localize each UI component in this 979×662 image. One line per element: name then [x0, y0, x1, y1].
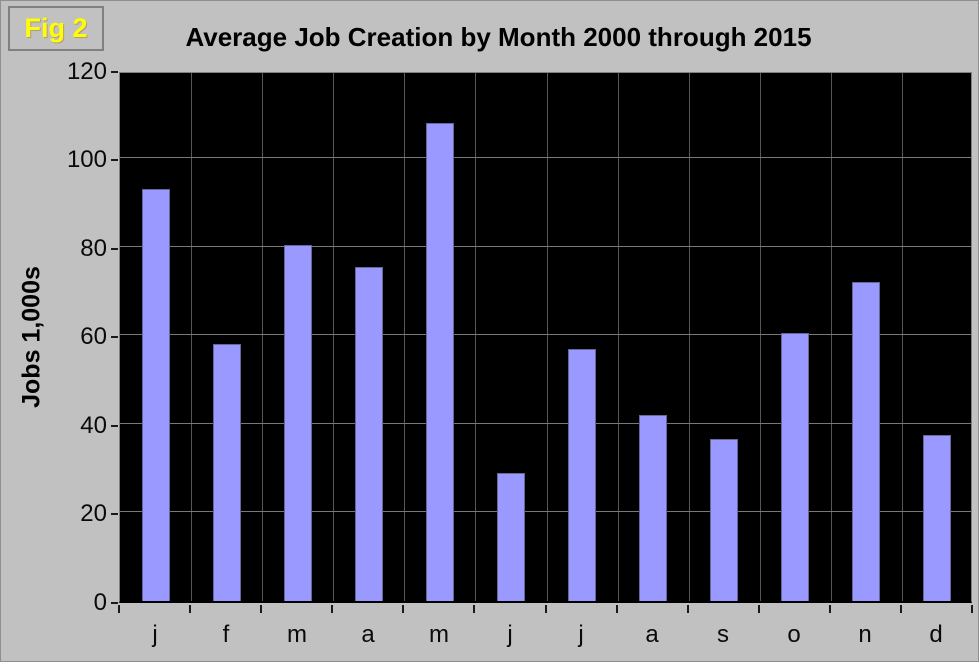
y-tick-mark — [111, 425, 118, 427]
x-tick-label: d — [929, 621, 943, 648]
bar-j-5 — [497, 473, 525, 601]
bar-m-4 — [426, 123, 454, 601]
vertical-gridline — [831, 73, 832, 601]
chart-title: Average Job Creation by Month 2000 throu… — [185, 22, 812, 52]
x-tick-mark — [616, 605, 618, 613]
x-tick-label: n — [858, 621, 872, 648]
figure-label: Fig 2 — [24, 13, 88, 43]
vertical-gridline — [618, 73, 619, 601]
horizontal-gridline — [120, 511, 971, 512]
x-tick-label: a — [645, 621, 659, 648]
x-tick-mark — [829, 605, 831, 613]
y-tick-label: 80 — [80, 235, 107, 262]
x-tick-mark — [118, 605, 120, 613]
vertical-gridline — [262, 73, 263, 601]
figure-badge: Fig 2 — [8, 6, 104, 51]
horizontal-gridline — [120, 423, 971, 424]
bar-o-9 — [781, 333, 809, 601]
y-tick-mark — [111, 71, 118, 73]
vertical-gridline — [191, 73, 192, 601]
vertical-gridline — [902, 73, 903, 601]
vertical-gridline — [547, 73, 548, 601]
x-tick-mark — [260, 605, 262, 613]
x-tick-label: j — [578, 621, 584, 648]
horizontal-gridline — [120, 246, 971, 247]
vertical-gridline — [475, 73, 476, 601]
bar-d-11 — [923, 435, 951, 601]
x-tick-mark — [189, 605, 191, 613]
x-tick-mark — [402, 605, 404, 613]
y-tick-label: 40 — [80, 412, 107, 439]
x-tick-mark — [758, 605, 760, 613]
y-tick-label: 20 — [80, 500, 107, 527]
horizontal-gridline — [120, 334, 971, 335]
bar-j-0 — [142, 189, 170, 601]
bar-n-10 — [852, 282, 880, 601]
x-tick-mark — [900, 605, 902, 613]
x-tick-label: s — [717, 621, 729, 648]
x-tick-label: m — [287, 621, 307, 648]
x-tick-label: a — [361, 621, 375, 648]
bar-a-7 — [639, 415, 667, 601]
x-tick-mark — [473, 605, 475, 613]
x-tick-mark — [331, 605, 333, 613]
bar-s-8 — [710, 439, 738, 601]
y-tick-label: 0 — [93, 589, 107, 616]
x-tick-mark — [545, 605, 547, 613]
bar-a-3 — [355, 267, 383, 601]
x-tick-label: j — [507, 621, 513, 648]
plot-area — [119, 72, 972, 603]
vertical-gridline — [760, 73, 761, 601]
y-tick-mark — [111, 602, 118, 604]
y-tick-mark — [111, 159, 118, 161]
x-tick-mark — [971, 605, 973, 613]
y-tick-mark — [111, 248, 118, 250]
x-tick-label: m — [429, 621, 449, 648]
y-tick-label: 100 — [66, 146, 107, 173]
horizontal-gridline — [120, 157, 971, 158]
bar-m-2 — [284, 245, 312, 601]
x-tick-label: f — [222, 621, 230, 648]
vertical-gridline — [333, 73, 334, 601]
x-tick-label: o — [787, 621, 801, 648]
x-tick-mark — [687, 605, 689, 613]
y-tick-label: 60 — [80, 323, 107, 350]
vertical-gridline — [404, 73, 405, 601]
vertical-gridline — [689, 73, 690, 601]
y-tick-label: 120 — [66, 58, 107, 85]
x-tick-label: j — [152, 621, 158, 648]
bar-f-1 — [213, 344, 241, 601]
bar-j-6 — [568, 349, 596, 601]
y-tick-mark — [111, 336, 118, 338]
y-tick-mark — [111, 513, 118, 515]
